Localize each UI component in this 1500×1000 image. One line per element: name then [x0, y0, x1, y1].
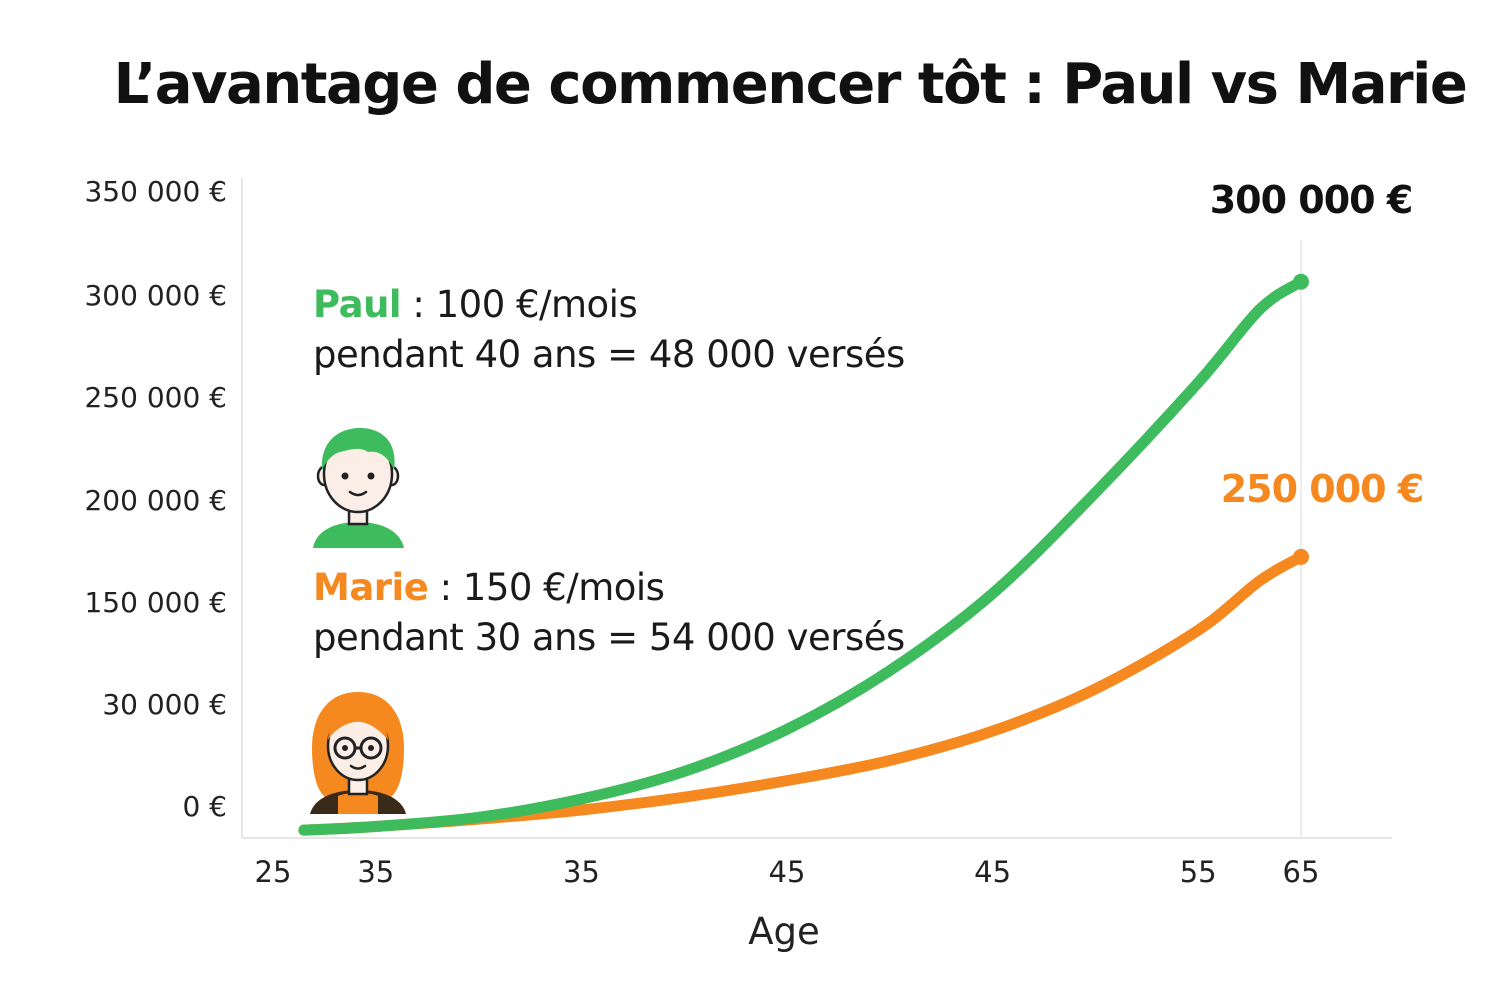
paul-name: Paul: [313, 283, 402, 326]
x-tick-label: 45: [974, 855, 1011, 889]
end-label-paul: 300 000 €: [1210, 178, 1413, 222]
series-line-paul: [298, 276, 1307, 836]
man-avatar-icon: [308, 422, 408, 554]
marie-annotation: Marie : 150 €/mois pendant 30 ans = 54 0…: [313, 563, 905, 663]
series-end-point-marie: [1293, 548, 1309, 565]
marie-rate: : 150 €/mois: [428, 566, 665, 609]
y-tick-label: 350 000 €: [84, 175, 227, 208]
x-tick-label: 65: [1283, 855, 1320, 889]
marie-name: Marie: [313, 566, 429, 609]
x-tick-label: 25: [255, 855, 292, 889]
y-tick-label: 30 000 €: [102, 688, 227, 721]
x-tick-label: 35: [563, 855, 600, 889]
end-label-marie: 250 000 €: [1221, 467, 1424, 511]
chart-title: L’avantage de commencer tôt : Paul vs Ma…: [113, 52, 1468, 117]
x-tick-label: 55: [1180, 855, 1217, 889]
series-end-point-paul: [1293, 273, 1309, 290]
x-axis-label: Age: [748, 910, 820, 953]
marie-detail: pendant 30 ans = 54 000 versés: [313, 616, 905, 659]
y-tick-label: 200 000 €: [84, 484, 227, 517]
paul-annotation: Paul : 100 €/mois pendant 40 ans = 48 00…: [313, 280, 905, 380]
y-tick-label: 250 000 €: [84, 381, 227, 414]
paul-detail: pendant 40 ans = 48 000 versés: [313, 333, 905, 376]
y-tick-label: 150 000 €: [84, 586, 227, 619]
x-tick-label: 35: [357, 855, 394, 889]
y-tick-label: 0 €: [182, 790, 227, 823]
x-tick-label: 45: [769, 855, 806, 889]
paul-rate: : 100 €/mois: [401, 283, 638, 326]
woman-avatar-icon: [306, 688, 410, 820]
y-tick-label: 300 000 €: [84, 279, 227, 312]
